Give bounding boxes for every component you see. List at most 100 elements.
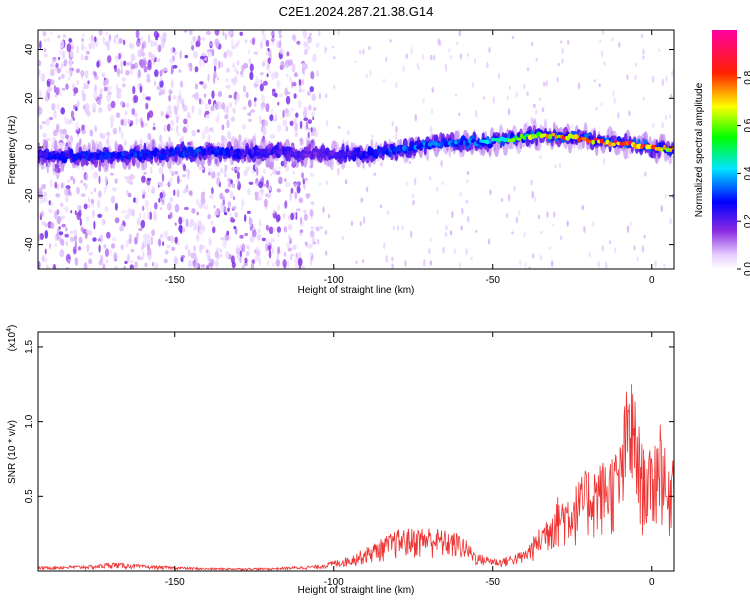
noise-blob [120, 119, 125, 126]
noise-blob [440, 159, 443, 168]
noise-blob [156, 58, 161, 63]
ridge-blob [463, 140, 466, 145]
noise-blob [58, 226, 61, 230]
noise-blob [642, 48, 645, 56]
noise-blob [137, 49, 142, 58]
noise-blob [228, 181, 231, 188]
ridge-blob [247, 150, 252, 156]
noise-blob [603, 61, 606, 67]
noise-blob [226, 119, 230, 129]
ridge-blob [499, 136, 505, 142]
noise-blob [231, 38, 234, 48]
noise-blob [173, 51, 178, 56]
noise-blob [169, 212, 173, 219]
noise-blob [189, 218, 195, 226]
noise-blob [413, 177, 417, 186]
noise-blob [278, 34, 283, 39]
noise-blob [162, 191, 166, 199]
noise-blob [145, 102, 149, 110]
noise-blob [513, 185, 516, 192]
noise-blob [391, 263, 394, 269]
noise-blob [303, 36, 308, 39]
y-tick-label: -20 [24, 188, 35, 203]
noise-blob [222, 31, 225, 37]
noise-blob [325, 180, 328, 186]
noise-blob [149, 211, 153, 220]
noise-blob [668, 114, 672, 119]
noise-blob [126, 102, 130, 108]
noise-blob [338, 125, 341, 129]
noise-blob [56, 215, 62, 225]
noise-blob [59, 91, 62, 96]
noise-blob [184, 54, 189, 59]
noise-blob [39, 233, 44, 240]
ridge-blob [136, 150, 140, 155]
noise-blob [80, 226, 84, 232]
noise-blob [42, 195, 45, 203]
chart-title: C2E1.2024.287.21.38.G14 [279, 4, 434, 19]
noise-blob [136, 217, 141, 226]
ridge-blob [663, 144, 667, 150]
ridge-blob [338, 154, 344, 158]
noise-blob [160, 207, 163, 211]
noise-blob [261, 30, 265, 36]
noise-blob [287, 59, 293, 66]
noise-blob [133, 95, 139, 103]
noise-blob [147, 184, 150, 193]
noise-blob [98, 175, 101, 185]
ridge-blob [95, 153, 101, 157]
noise-blob [43, 54, 48, 58]
noise-blob [310, 201, 315, 205]
noise-blob [258, 189, 264, 194]
x-tick-label: -50 [486, 577, 501, 588]
noise-blob [497, 72, 501, 80]
noise-blob [167, 104, 172, 114]
noise-blob [41, 255, 45, 263]
noise-blob [453, 248, 456, 255]
noise-blob [96, 199, 101, 209]
noise-blob [258, 181, 264, 189]
noise-blob [109, 248, 113, 255]
noise-blob [59, 202, 64, 208]
noise-blob [276, 188, 281, 193]
noise-blob [600, 50, 604, 58]
noise-blob [664, 194, 668, 199]
noise-blob [294, 131, 299, 138]
noise-blob [271, 88, 276, 93]
noise-blob [206, 30, 211, 36]
noise-blob [55, 123, 60, 133]
noise-blob [231, 167, 236, 171]
noise-blob [221, 102, 226, 110]
noise-blob [325, 250, 328, 256]
noise-blob [127, 207, 132, 216]
noise-blob [271, 72, 275, 81]
noise-blob [106, 231, 111, 239]
noise-blob [333, 56, 336, 60]
noise-blob [458, 30, 461, 37]
noise-blob [254, 249, 257, 254]
noise-blob [556, 77, 559, 83]
noise-blob [75, 122, 80, 131]
noise-blob [362, 48, 365, 55]
noise-blob [162, 32, 166, 38]
noise-blob [280, 60, 285, 70]
noise-blob [272, 208, 276, 214]
noise-blob [588, 252, 591, 258]
noise-blob [57, 35, 61, 39]
noise-blob [90, 198, 95, 205]
noise-blob [454, 93, 458, 97]
noise-blob [311, 132, 315, 137]
noise-blob [207, 98, 212, 105]
noise-blob [225, 105, 229, 114]
noise-blob [228, 102, 233, 108]
noise-blob [634, 74, 637, 80]
noise-blob [535, 58, 538, 62]
noise-blob [159, 141, 165, 147]
noise-blob [449, 55, 453, 60]
noise-blob [41, 221, 46, 226]
noise-blob [81, 38, 85, 42]
noise-blob [482, 96, 486, 100]
noise-blob [628, 110, 631, 117]
top-x-ticks: -150 -100 -50 0 [165, 30, 655, 286]
noise-blob [283, 251, 287, 257]
